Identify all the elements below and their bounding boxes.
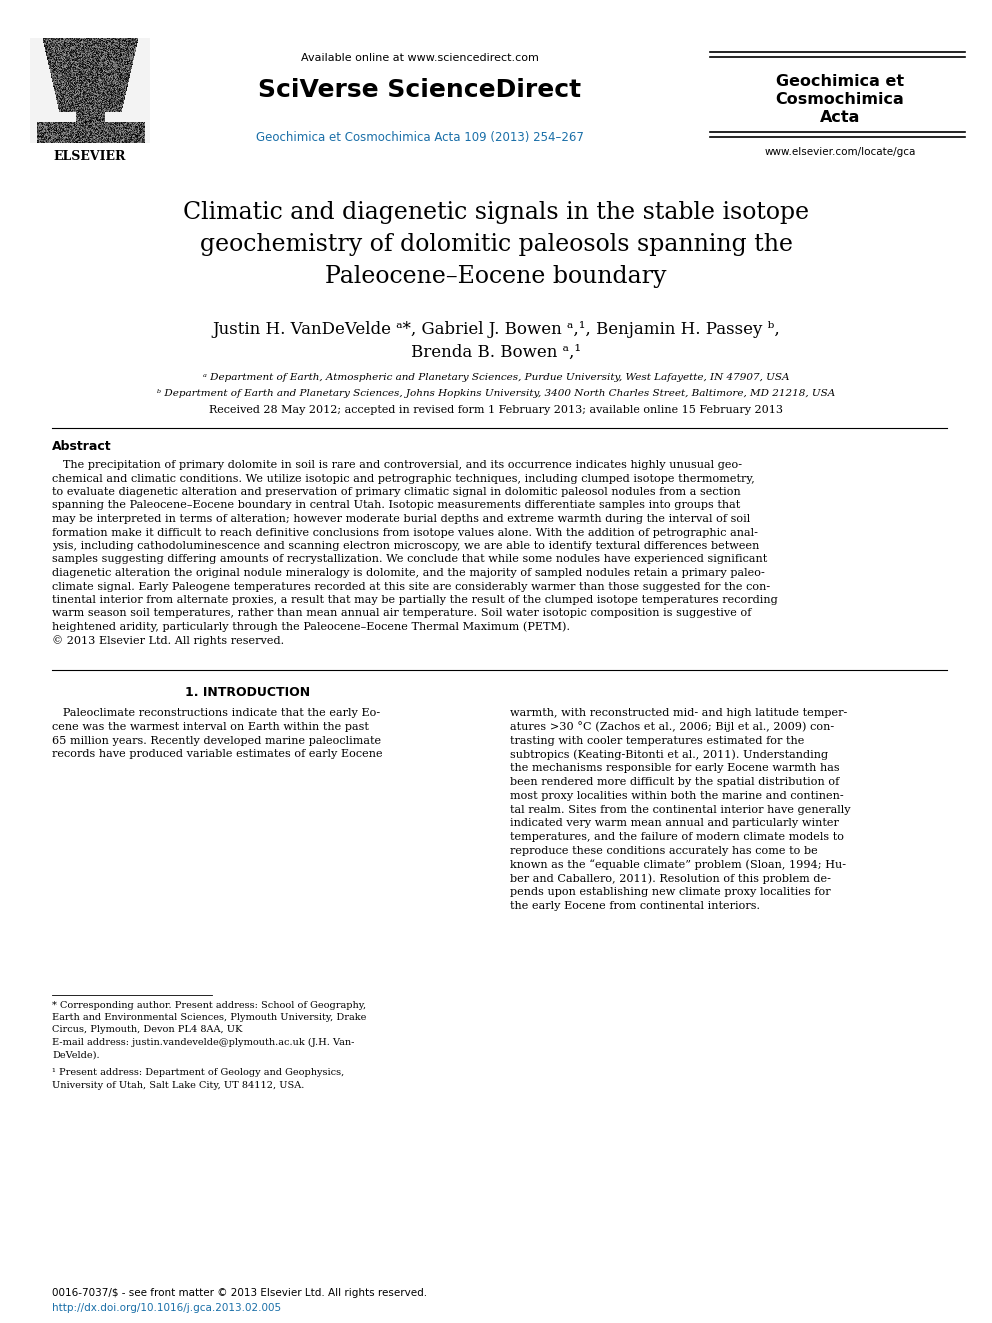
Text: most proxy localities within both the marine and continen-: most proxy localities within both the ma… <box>510 791 843 800</box>
Text: heightened aridity, particularly through the Paleocene–Eocene Thermal Maximum (P: heightened aridity, particularly through… <box>52 622 570 632</box>
Text: Geochimica et Cosmochimica Acta 109 (2013) 254–267: Geochimica et Cosmochimica Acta 109 (201… <box>256 131 584 143</box>
Text: Received 28 May 2012; accepted in revised form 1 February 2013; available online: Received 28 May 2012; accepted in revise… <box>209 405 783 415</box>
Text: subtropics (Keating-Bitonti et al., 2011). Understanding: subtropics (Keating-Bitonti et al., 2011… <box>510 749 828 759</box>
Text: to evaluate diagenetic alteration and preservation of primary climatic signal in: to evaluate diagenetic alteration and pr… <box>52 487 741 497</box>
Text: Earth and Environmental Sciences, Plymouth University, Drake: Earth and Environmental Sciences, Plymou… <box>52 1013 366 1021</box>
Text: known as the “equable climate” problem (Sloan, 1994; Hu-: known as the “equable climate” problem (… <box>510 860 846 871</box>
Text: 1. INTRODUCTION: 1. INTRODUCTION <box>186 687 310 700</box>
Text: the mechanisms responsible for early Eocene warmth has: the mechanisms responsible for early Eoc… <box>510 763 839 773</box>
Text: Justin H. VanDeVelde ᵃ*, Gabriel J. Bowen ᵃ,¹, Benjamin H. Passey ᵇ,: Justin H. VanDeVelde ᵃ*, Gabriel J. Bowe… <box>212 321 780 339</box>
Text: samples suggesting differing amounts of recrystallization. We conclude that whil: samples suggesting differing amounts of … <box>52 554 767 565</box>
Text: Geochimica et: Geochimica et <box>776 74 904 90</box>
Text: 0016-7037/$ - see front matter © 2013 Elsevier Ltd. All rights reserved.: 0016-7037/$ - see front matter © 2013 El… <box>52 1289 428 1298</box>
Text: Available online at www.sciencedirect.com: Available online at www.sciencedirect.co… <box>301 53 539 64</box>
Text: temperatures, and the failure of modern climate models to: temperatures, and the failure of modern … <box>510 832 844 843</box>
Text: atures >30 °C (Zachos et al., 2006; Bijl et al., 2009) con-: atures >30 °C (Zachos et al., 2006; Bijl… <box>510 721 834 732</box>
Text: Circus, Plymouth, Devon PL4 8AA, UK: Circus, Plymouth, Devon PL4 8AA, UK <box>52 1025 242 1035</box>
Text: DeVelde).: DeVelde). <box>52 1050 99 1060</box>
Text: formation make it difficult to reach definitive conclusions from isotope values : formation make it difficult to reach def… <box>52 528 758 537</box>
Text: tal realm. Sites from the continental interior have generally: tal realm. Sites from the continental in… <box>510 804 850 815</box>
Text: The precipitation of primary dolomite in soil is rare and controversial, and its: The precipitation of primary dolomite in… <box>52 460 742 470</box>
Text: ELSEVIER: ELSEVIER <box>54 151 126 164</box>
Text: ᵇ Department of Earth and Planetary Sciences, Johns Hopkins University, 3400 Nor: ᵇ Department of Earth and Planetary Scie… <box>157 389 835 397</box>
Text: ysis, including cathodoluminescence and scanning electron microscopy, we are abl: ysis, including cathodoluminescence and … <box>52 541 759 550</box>
Text: the early Eocene from continental interiors.: the early Eocene from continental interi… <box>510 901 760 912</box>
Text: SciVerse ScienceDirect: SciVerse ScienceDirect <box>259 78 581 102</box>
Text: cene was the warmest interval on Earth within the past: cene was the warmest interval on Earth w… <box>52 722 369 732</box>
Text: University of Utah, Salt Lake City, UT 84112, USA.: University of Utah, Salt Lake City, UT 8… <box>52 1081 305 1090</box>
Text: E-mail address: justin.vandevelde@plymouth.ac.uk (J.H. Van-: E-mail address: justin.vandevelde@plymou… <box>52 1039 354 1046</box>
Text: climate signal. Early Paleogene temperatures recorded at this site are considera: climate signal. Early Paleogene temperat… <box>52 582 770 591</box>
Text: www.elsevier.com/locate/gca: www.elsevier.com/locate/gca <box>764 147 916 157</box>
Text: Climatic and diagenetic signals in the stable isotope: Climatic and diagenetic signals in the s… <box>183 201 809 225</box>
Text: Paleocene–Eocene boundary: Paleocene–Eocene boundary <box>325 266 667 288</box>
Text: reproduce these conditions accurately has come to be: reproduce these conditions accurately ha… <box>510 845 817 856</box>
Text: chemical and climatic conditions. We utilize isotopic and petrographic technique: chemical and climatic conditions. We uti… <box>52 474 755 483</box>
Text: pends upon establishing new climate proxy localities for: pends upon establishing new climate prox… <box>510 888 830 897</box>
Text: diagenetic alteration the original nodule mineralogy is dolomite, and the majori: diagenetic alteration the original nodul… <box>52 568 765 578</box>
Text: © 2013 Elsevier Ltd. All rights reserved.: © 2013 Elsevier Ltd. All rights reserved… <box>52 635 284 646</box>
Text: tinental interior from alternate proxies, a result that may be partially the res: tinental interior from alternate proxies… <box>52 595 778 605</box>
Text: ᵃ Department of Earth, Atmospheric and Planetary Sciences, Purdue University, We: ᵃ Department of Earth, Atmospheric and P… <box>202 373 790 382</box>
Text: Paleoclimate reconstructions indicate that the early Eo-: Paleoclimate reconstructions indicate th… <box>52 708 380 718</box>
Text: ber and Caballero, 2011). Resolution of this problem de-: ber and Caballero, 2011). Resolution of … <box>510 873 831 884</box>
Text: 65 million years. Recently developed marine paleoclimate: 65 million years. Recently developed mar… <box>52 736 381 746</box>
Text: indicated very warm mean annual and particularly winter: indicated very warm mean annual and part… <box>510 819 839 828</box>
Text: http://dx.doi.org/10.1016/j.gca.2013.02.005: http://dx.doi.org/10.1016/j.gca.2013.02.… <box>52 1303 281 1312</box>
Text: warmth, with reconstructed mid- and high latitude temper-: warmth, with reconstructed mid- and high… <box>510 708 847 718</box>
Text: Abstract: Abstract <box>52 441 112 454</box>
Text: records have produced variable estimates of early Eocene: records have produced variable estimates… <box>52 749 383 759</box>
Text: Cosmochimica: Cosmochimica <box>776 93 905 107</box>
Text: may be interpreted in terms of alteration; however moderate burial depths and ex: may be interpreted in terms of alteratio… <box>52 515 750 524</box>
Text: ¹ Present address: Department of Geology and Geophysics,: ¹ Present address: Department of Geology… <box>52 1068 344 1077</box>
Text: been rendered more difficult by the spatial distribution of: been rendered more difficult by the spat… <box>510 777 839 787</box>
Text: geochemistry of dolomitic paleosols spanning the: geochemistry of dolomitic paleosols span… <box>199 233 793 257</box>
Text: warm season soil temperatures, rather than mean annual air temperature. Soil wat: warm season soil temperatures, rather th… <box>52 609 751 618</box>
Text: Brenda B. Bowen ᵃ,¹: Brenda B. Bowen ᵃ,¹ <box>411 344 581 360</box>
Text: Acta: Acta <box>819 111 860 126</box>
Text: spanning the Paleocene–Eocene boundary in central Utah. Isotopic measurements di: spanning the Paleocene–Eocene boundary i… <box>52 500 740 511</box>
Text: * Corresponding author. Present address: School of Geography,: * Corresponding author. Present address:… <box>52 1000 366 1009</box>
Text: trasting with cooler temperatures estimated for the: trasting with cooler temperatures estima… <box>510 736 805 746</box>
